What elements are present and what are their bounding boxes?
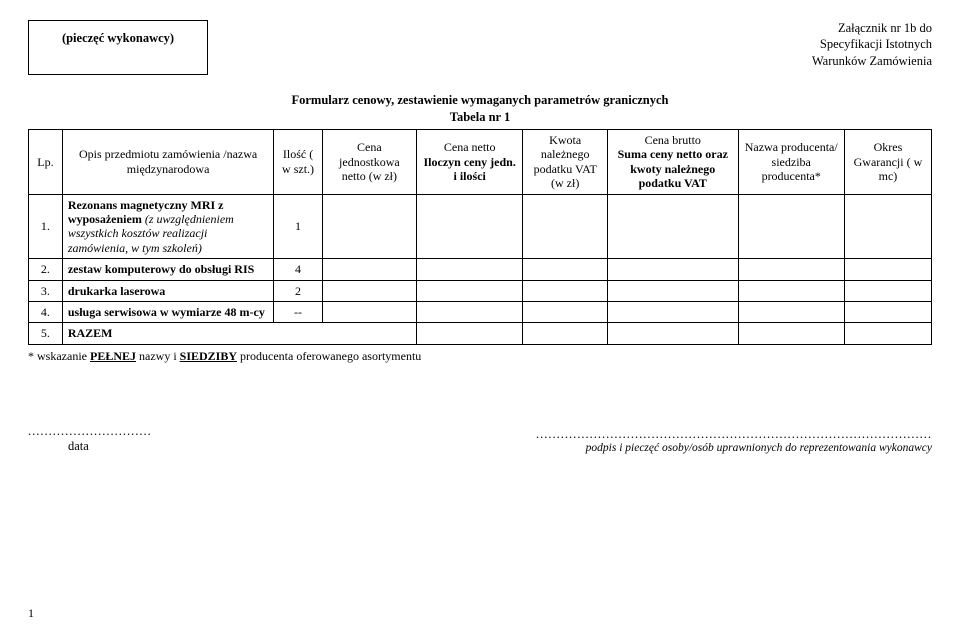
table-row: 2.zestaw komputerowy do obsługi RIS4 [29, 259, 932, 280]
cell-empty [523, 280, 608, 301]
dots-right: ........................................… [482, 427, 932, 442]
th-brutto-l1: Cena brutto [645, 133, 701, 147]
table-number: Tabela nr 1 [28, 110, 932, 125]
cell-ilosc: 4 [274, 259, 322, 280]
cell-opis: Rezonans magnetyczny MRI z wyposażeniem … [62, 194, 274, 259]
cell-empty [844, 301, 931, 322]
cell-empty [844, 323, 931, 344]
cell-ilosc: -- [274, 301, 322, 322]
cell-empty [322, 280, 416, 301]
th-cn: Cena netto Iloczyn ceny jedn. i ilości [417, 130, 523, 195]
cell-lp: 2. [29, 259, 63, 280]
table-header-row: Lp. Opis przedmiotu zamówienia /nazwa mi… [29, 130, 932, 195]
cell-empty [523, 194, 608, 259]
footer: .............................. data ....… [28, 424, 932, 454]
cell-empty [322, 194, 416, 259]
table-row: 4.usługa serwisowa w wymiarze 48 m-cy-- [29, 301, 932, 322]
attachment-line1: Załącznik nr 1b do [812, 20, 932, 36]
table-body: 1.Rezonans magnetyczny MRI z wyposażenie… [29, 194, 932, 344]
cell-empty [523, 301, 608, 322]
cell-lp: 1. [29, 194, 63, 259]
th-cj: Cena jednostkowa netto (w zł) [322, 130, 416, 195]
attachment-line3: Warunków Zamówienia [812, 53, 932, 69]
th-lp: Lp. [29, 130, 63, 195]
page-number: 1 [28, 606, 34, 621]
note-mid: nazwy i [136, 349, 180, 363]
th-opis: Opis przedmiotu zamówienia /nazwa między… [62, 130, 274, 195]
note-prefix: * wskazanie [28, 349, 90, 363]
cell-lp: 4. [29, 301, 63, 322]
cell-empty [738, 280, 844, 301]
cell-empty [607, 194, 738, 259]
footer-right: ........................................… [482, 427, 932, 454]
cell-empty [322, 301, 416, 322]
cell-empty [607, 323, 738, 344]
th-ilosc: Ilość ( w szt.) [274, 130, 322, 195]
cell-empty [738, 323, 844, 344]
cell-empty [738, 259, 844, 280]
th-kwota: Kwota należnego podatku VAT (w zł) [523, 130, 608, 195]
cell-empty [417, 301, 523, 322]
form-title: Formularz cenowy, zestawienie wymaganych… [28, 93, 932, 108]
cell-ilosc: 2 [274, 280, 322, 301]
cell-empty [844, 194, 931, 259]
cell-empty [417, 323, 523, 344]
stamp-box: (pieczęć wykonawcy) [28, 20, 208, 75]
cell-empty [844, 280, 931, 301]
footer-left: .............................. data [28, 424, 228, 454]
cell-opis: usługa serwisowa w wymiarze 48 m-cy [62, 301, 274, 322]
price-table: Lp. Opis przedmiotu zamówienia /nazwa mi… [28, 129, 932, 345]
note-u2: SIEDZIBY [180, 349, 237, 363]
cell-empty [844, 259, 931, 280]
cell-empty [322, 259, 416, 280]
cell-empty [738, 301, 844, 322]
th-prod: Nazwa producenta/ siedziba producenta* [738, 130, 844, 195]
cell-empty [607, 259, 738, 280]
th-brutto-l2: Suma ceny netto oraz kwoty należnego pod… [618, 147, 728, 190]
cell-lp: 3. [29, 280, 63, 301]
note-u1: PEŁNEJ [90, 349, 136, 363]
table-row: 3.drukarka laserowa2 [29, 280, 932, 301]
cell-opis: zestaw komputerowy do obsługi RIS [62, 259, 274, 280]
cell-empty [523, 259, 608, 280]
date-label: data [28, 439, 228, 454]
attachment-line2: Specyfikacji Istotnych [812, 36, 932, 52]
cell-empty [738, 194, 844, 259]
note-suffix: producenta oferowanego asortymentu [237, 349, 421, 363]
cell-opis: drukarka laserowa [62, 280, 274, 301]
th-cn-l1: Cena netto [444, 140, 496, 154]
th-brutto: Cena brutto Suma ceny netto oraz kwoty n… [607, 130, 738, 195]
cell-empty [417, 259, 523, 280]
cell-empty [417, 194, 523, 259]
footnote: * wskazanie PEŁNEJ nazwy i SIEDZIBY prod… [28, 349, 932, 364]
cell-empty [607, 280, 738, 301]
cell-ilosc: 1 [274, 194, 322, 259]
cell-empty [523, 323, 608, 344]
cell-lp: 5. [29, 323, 63, 344]
table-row: 1.Rezonans magnetyczny MRI z wyposażenie… [29, 194, 932, 259]
cell-empty [607, 301, 738, 322]
th-gw: Okres Gwarancji ( w mc) [844, 130, 931, 195]
attachment-info: Załącznik nr 1b do Specyfikacji Istotnyc… [812, 20, 932, 69]
signature-label: podpis i pieczęć osoby/osób uprawnionych… [482, 442, 932, 454]
table-row: 5.RAZEM [29, 323, 932, 344]
th-cn-l2: Iloczyn ceny jedn. i ilości [424, 155, 516, 183]
dots-left: .............................. [28, 424, 228, 439]
cell-empty [417, 280, 523, 301]
cell-opis: RAZEM [62, 323, 416, 344]
